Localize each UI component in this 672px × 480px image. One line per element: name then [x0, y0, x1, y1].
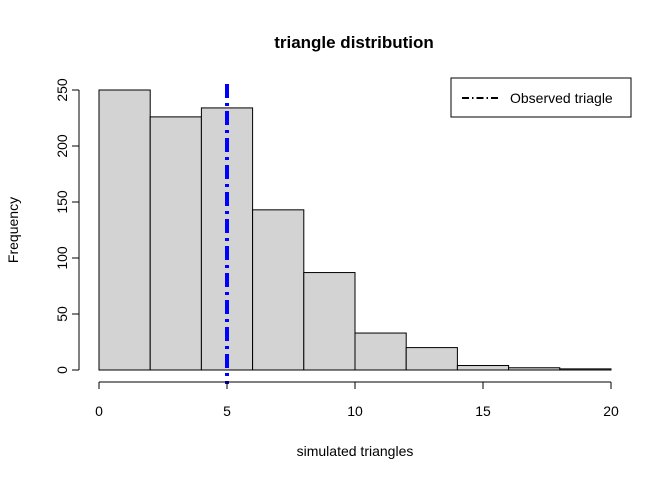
y-tick-label-50: 50 — [54, 306, 70, 322]
histogram-bar-7 — [456, 365, 510, 371]
histogram-bar-6 — [405, 347, 458, 371]
x-tick-label-0: 0 — [95, 403, 103, 419]
legend: Observed triagle — [450, 77, 632, 118]
y-tick-label-250: 250 — [54, 78, 70, 102]
y-tick-label-200: 200 — [54, 134, 70, 158]
legend-label: Observed triagle — [510, 90, 613, 106]
x-tick-label-5: 5 — [223, 403, 231, 419]
x-axis-label: simulated triangles — [297, 443, 414, 459]
x-tick-label-10: 10 — [347, 403, 363, 419]
chart-title: triangle distribution — [274, 33, 434, 52]
y-axis-label: Frequency — [5, 197, 21, 263]
x-tick-label-15: 15 — [475, 403, 491, 419]
y-axis: 0 50 100 150 200 250 — [54, 78, 80, 374]
histogram-bar-0 — [98, 89, 151, 371]
x-tick-label-20: 20 — [603, 403, 619, 419]
y-tick-label-100: 100 — [54, 246, 70, 270]
histogram-bar-3 — [252, 209, 305, 371]
y-tick-label-150: 150 — [54, 190, 70, 214]
x-axis: 0 5 10 15 20 — [95, 381, 619, 419]
histogram-bar-4 — [303, 272, 356, 371]
histogram-bars — [98, 89, 612, 371]
histogram-bar-9 — [559, 368, 612, 371]
y-tick-label-0: 0 — [54, 366, 70, 374]
histogram-bar-5 — [354, 332, 407, 371]
histogram-bar-8 — [508, 367, 561, 371]
histogram-bar-1 — [149, 116, 202, 371]
